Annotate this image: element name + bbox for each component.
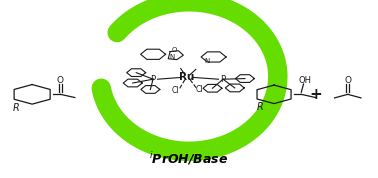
Text: P: P bbox=[220, 75, 226, 84]
Text: Cl: Cl bbox=[195, 85, 203, 94]
Text: Cl: Cl bbox=[172, 86, 180, 95]
Text: R: R bbox=[256, 102, 263, 112]
Text: P: P bbox=[150, 75, 156, 84]
Text: Ru: Ru bbox=[180, 72, 195, 82]
Text: R: R bbox=[13, 103, 20, 113]
Text: N: N bbox=[169, 54, 175, 60]
Text: O: O bbox=[344, 77, 351, 85]
Text: O: O bbox=[57, 77, 64, 85]
Text: +: + bbox=[309, 87, 322, 102]
Text: OH: OH bbox=[299, 77, 311, 85]
Text: O: O bbox=[172, 47, 177, 53]
Text: $^i$PrOH/Base: $^i$PrOH/Base bbox=[149, 150, 229, 167]
Text: N: N bbox=[204, 58, 209, 64]
